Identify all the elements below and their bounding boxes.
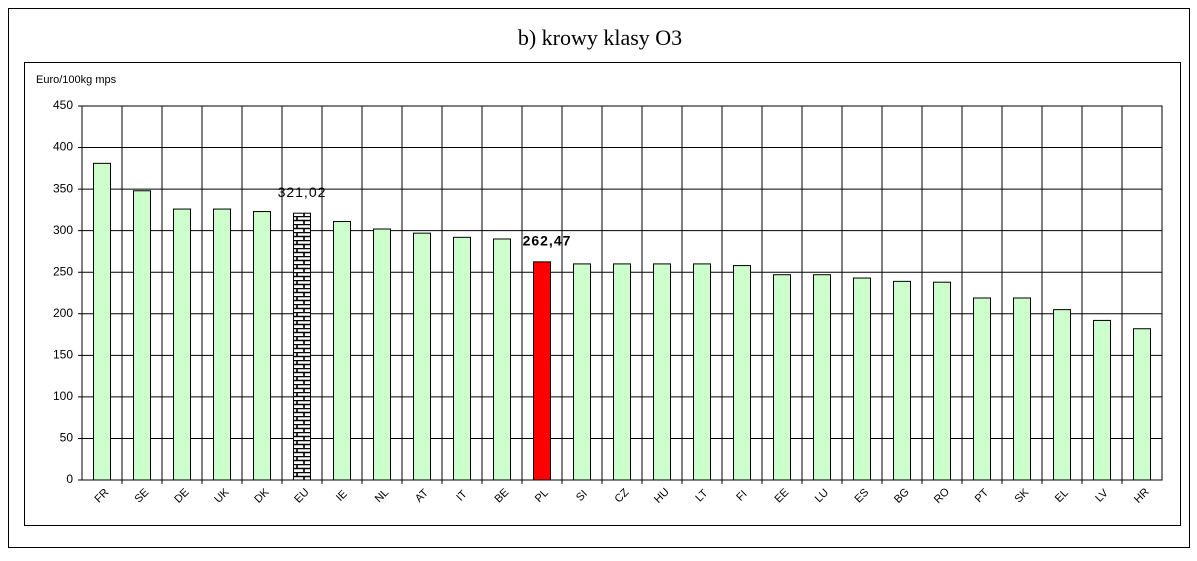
bar — [933, 281, 951, 481]
bar — [93, 162, 111, 481]
bar — [733, 265, 751, 481]
bar — [773, 274, 791, 481]
bar — [1133, 328, 1151, 481]
y-tick-label: 50 — [60, 431, 74, 445]
bar — [533, 261, 551, 481]
bar — [373, 228, 391, 481]
y-tick-label: 400 — [53, 140, 73, 154]
inner-frame — [24, 62, 1181, 526]
y-tick-label: 250 — [53, 264, 73, 278]
y-tick-label: 200 — [53, 306, 73, 320]
bar — [413, 232, 431, 481]
bar — [1093, 319, 1111, 481]
chart-title: b) krowy klasy O3 — [518, 25, 682, 50]
bar — [253, 211, 271, 481]
bar — [453, 236, 471, 481]
bar — [1013, 297, 1031, 481]
y-tick-label: 150 — [53, 348, 73, 362]
bar — [853, 277, 871, 481]
bar — [813, 274, 831, 481]
bar — [1053, 309, 1071, 481]
bar — [613, 263, 631, 481]
bar — [653, 263, 671, 481]
bar — [493, 238, 511, 481]
data-label: 321,02 — [278, 184, 327, 200]
data-label: 262,47 — [523, 233, 572, 249]
bar — [173, 208, 191, 481]
bar — [293, 212, 311, 481]
y-tick-label: 0 — [66, 472, 73, 486]
y-tick-label: 450 — [53, 98, 73, 112]
bar — [893, 280, 911, 481]
y-axis-label: Euro/100kg mps — [36, 74, 117, 86]
bar — [573, 263, 591, 481]
bar — [693, 263, 711, 481]
bar — [333, 221, 351, 481]
y-tick-label: 100 — [53, 389, 73, 403]
bar — [973, 297, 991, 481]
y-tick-label: 350 — [53, 181, 73, 195]
y-tick-label: 300 — [53, 223, 73, 237]
bar — [133, 190, 151, 481]
bar — [213, 208, 231, 481]
